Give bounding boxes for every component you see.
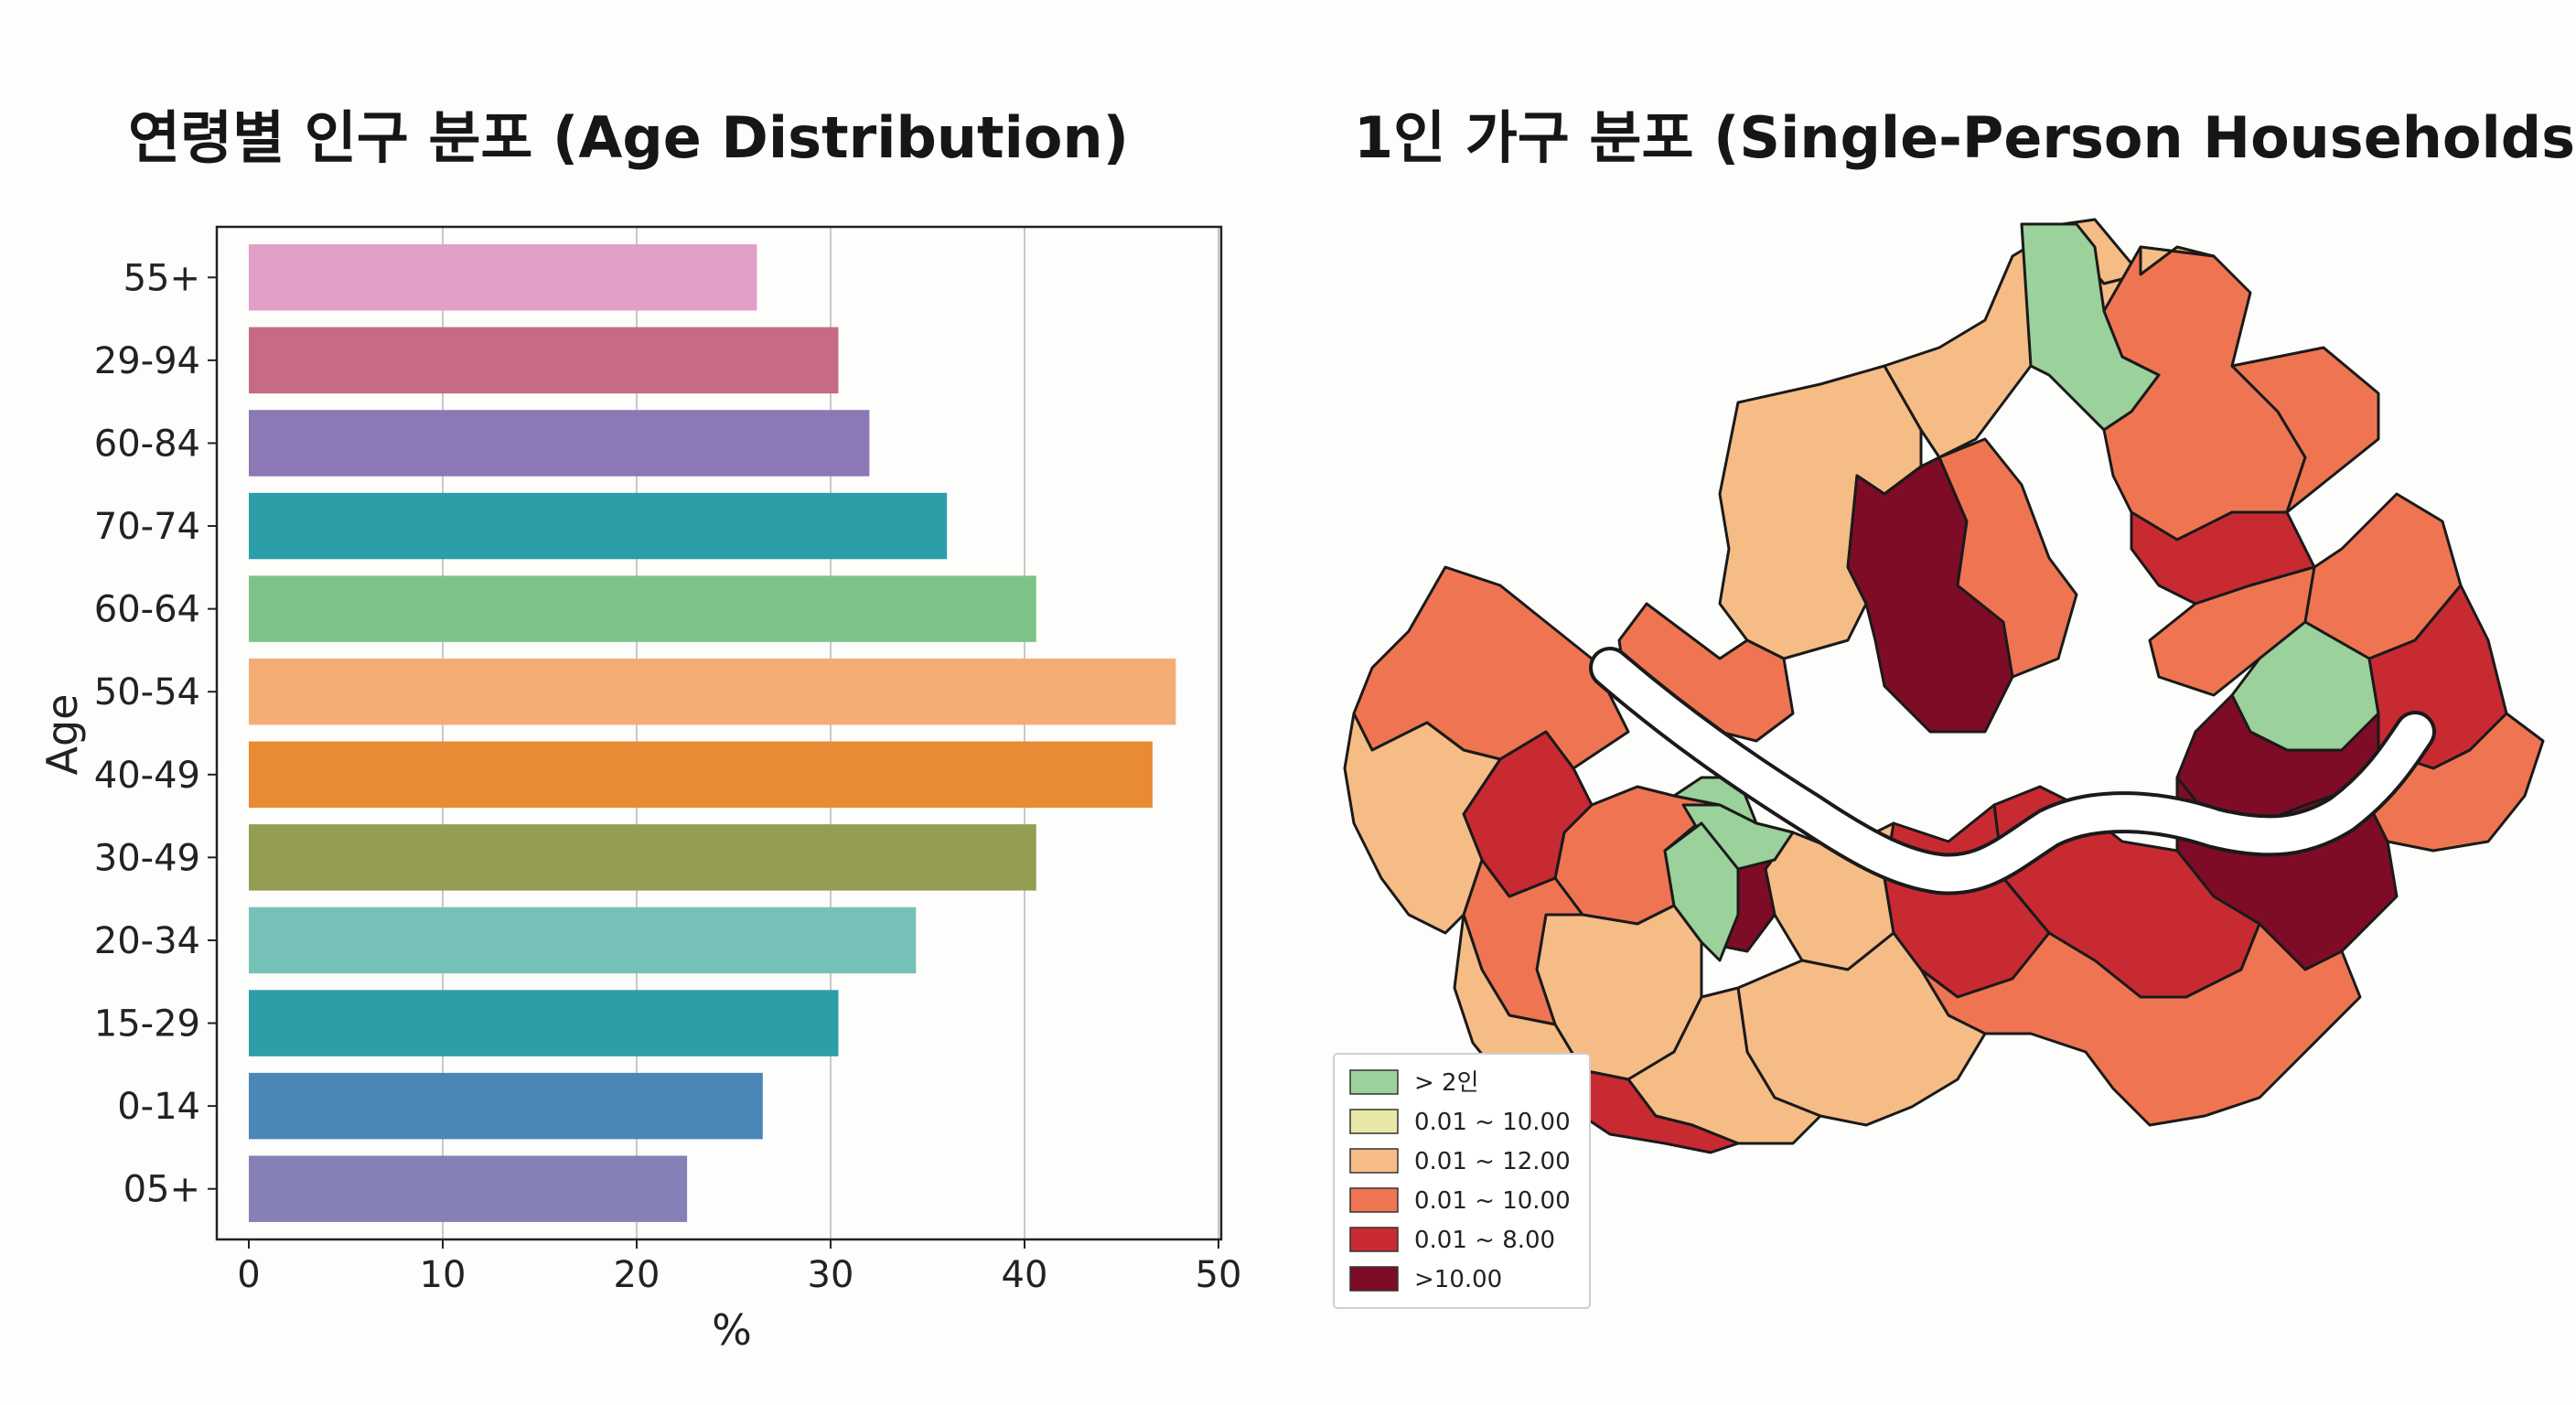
bar xyxy=(249,1155,688,1222)
bar xyxy=(249,741,1153,809)
bar xyxy=(249,658,1176,725)
y-tick-label: 29-94 xyxy=(94,340,200,382)
legend-label: >10.00 xyxy=(1414,1266,1502,1293)
y-tick-label: 40-49 xyxy=(94,755,200,797)
x-tick-label: 30 xyxy=(808,1254,854,1296)
y-tick-label: 05+ xyxy=(123,1169,200,1211)
bar xyxy=(249,575,1036,642)
legend-swatch xyxy=(1349,1148,1399,1174)
map-district xyxy=(1343,712,1502,935)
y-tick-label: 30-49 xyxy=(94,837,200,879)
x-tick-label: 0 xyxy=(237,1254,260,1296)
y-tick-label: 0-14 xyxy=(117,1086,200,1128)
bar xyxy=(249,990,839,1056)
x-tick-label: 10 xyxy=(420,1254,467,1296)
y-axis-label: Age xyxy=(38,694,87,776)
x-tick-label: 40 xyxy=(1002,1254,1048,1296)
map-title: 1인 가구 분포 (Single-Person Households) xyxy=(1354,104,2576,171)
legend-label: 0.01 ~ 10.00 xyxy=(1414,1187,1571,1215)
y-tick-label: 55+ xyxy=(123,257,200,299)
legend-swatch xyxy=(1349,1227,1399,1252)
map-legend: > 2인 0.01 ~ 10.00 0.01 ~ 12.00 0.01 ~ 10.00… xyxy=(1333,1053,1591,1309)
bar xyxy=(249,410,870,477)
legend-swatch xyxy=(1349,1266,1399,1292)
y-tick-label: 15-29 xyxy=(94,1003,200,1046)
age-distribution-chart: 55+ 29-94 60-84 70-74 60-64 50-54 40-49 30-49 20… xyxy=(38,225,1242,1355)
map-district xyxy=(1919,922,2362,1127)
legend-label: 0.01 ~ 12.00 xyxy=(1414,1148,1571,1175)
x-tick-label: 50 xyxy=(1196,1254,1242,1296)
legend-label: 0.01 ~ 8.00 xyxy=(1414,1227,1555,1254)
y-tick-label: 60-84 xyxy=(94,423,200,465)
bar xyxy=(249,244,757,311)
legend-swatch xyxy=(1349,1069,1399,1095)
bar-chart-title: 연령별 인구 분포 (Age Distribution) xyxy=(128,104,1129,171)
map-district xyxy=(2230,346,2380,514)
map-district xyxy=(1663,821,1740,962)
bar xyxy=(249,824,1036,891)
plot-frame xyxy=(215,225,1223,1241)
bar xyxy=(249,492,948,560)
y-tick-label: 70-74 xyxy=(94,506,200,548)
x-axis-label: % xyxy=(712,1305,752,1355)
y-tick-label: 20-34 xyxy=(94,920,200,962)
x-tick-label: 20 xyxy=(614,1254,660,1296)
bar xyxy=(249,327,839,394)
legend-swatch xyxy=(1349,1187,1399,1213)
bar xyxy=(249,906,917,974)
legend-swatch xyxy=(1349,1109,1399,1134)
y-tick-label: 60-64 xyxy=(94,589,200,631)
map-district xyxy=(2139,245,2216,276)
bar xyxy=(249,1072,763,1140)
map-district xyxy=(1553,1068,1740,1154)
han-river-water xyxy=(1593,650,2432,892)
map-district xyxy=(1937,437,2078,679)
y-tick-label: 50-54 xyxy=(94,671,200,713)
legend-label: 0.01 ~ 10.00 xyxy=(1414,1109,1571,1136)
legend-label: > 2인 xyxy=(1414,1069,1479,1097)
